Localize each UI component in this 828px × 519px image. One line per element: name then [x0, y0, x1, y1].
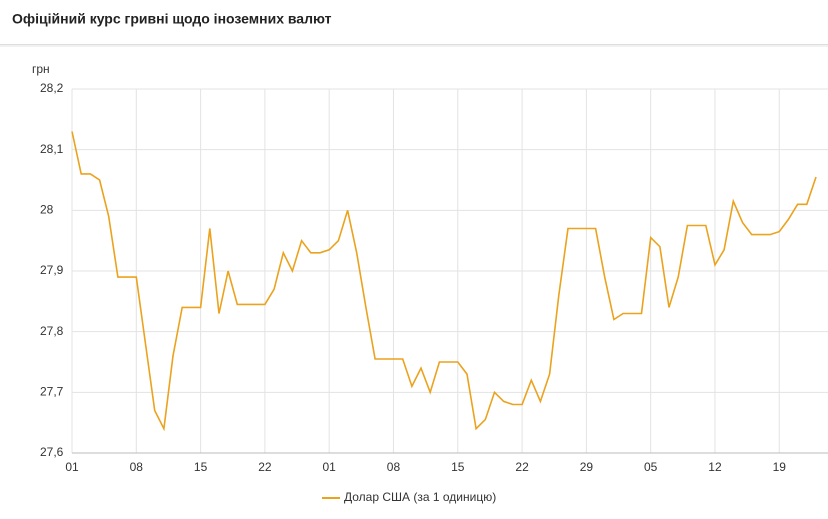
- y-tick-label: 27,6: [40, 445, 64, 459]
- header: [0, 0, 828, 44]
- y-tick-label: 28,2: [40, 81, 64, 95]
- x-tick-label: 05: [644, 460, 658, 474]
- y-axis-label: грн: [32, 62, 50, 76]
- y-tick-label: 28: [40, 203, 54, 217]
- x-tick-label: 15: [194, 460, 208, 474]
- y-tick-label: 27,7: [40, 385, 64, 399]
- x-tick-label: 22: [258, 460, 272, 474]
- x-tick-label: 22: [515, 460, 529, 474]
- x-tick-label: 01: [323, 460, 337, 474]
- x-tick-label: 19: [773, 460, 787, 474]
- x-tick-label: 12: [708, 460, 722, 474]
- y-tick-label: 27,8: [40, 324, 64, 338]
- x-tick-label: 15: [451, 460, 465, 474]
- data-line: [71, 131, 817, 432]
- y-tick-label: 28,1: [40, 142, 64, 156]
- y-tick-label: 27,9: [40, 263, 64, 277]
- legend-label: Долар США (за 1 одиницю): [344, 490, 496, 504]
- x-tick-label: 01: [65, 460, 79, 474]
- page-title: Офіційний курс гривні щодо іноземних вал…: [12, 11, 332, 27]
- x-tick-label: 08: [130, 460, 144, 474]
- x-tick-label: 08: [387, 460, 401, 474]
- x-tick-label: 29: [580, 460, 594, 474]
